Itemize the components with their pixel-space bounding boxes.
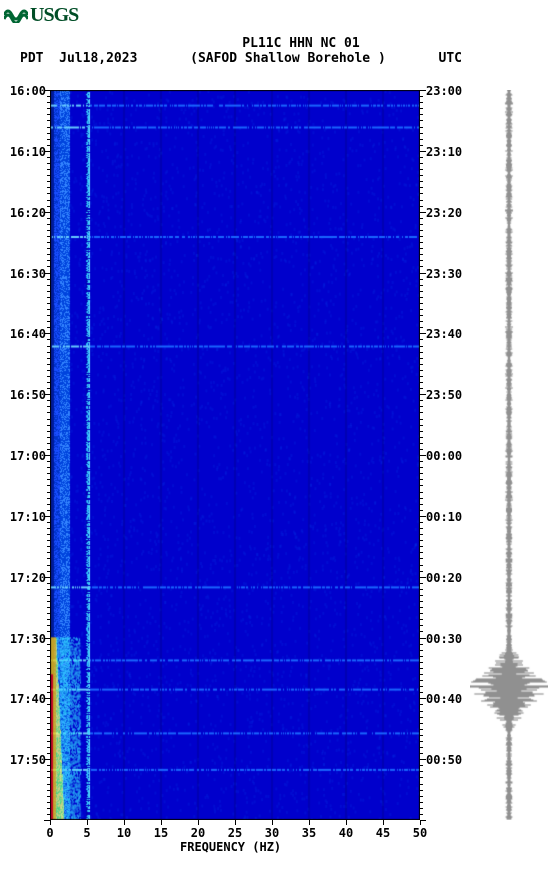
- y-right-label: 23:20: [426, 206, 462, 220]
- x-axis-title: FREQUENCY (HZ): [180, 840, 281, 854]
- y-left-label: 16:40: [4, 327, 46, 341]
- x-tick-label: 20: [191, 826, 205, 840]
- y-left-label: 17:40: [4, 692, 46, 706]
- y-left-label: 17:50: [4, 753, 46, 767]
- y-left-label: 17:10: [4, 510, 46, 524]
- x-tick-label: 0: [46, 826, 53, 840]
- y-left-label: 17:20: [4, 571, 46, 585]
- y-right-label: 00:40: [426, 692, 462, 706]
- usgs-logo: USGS: [4, 4, 78, 27]
- chart-header: PL11C HHN NC 01 PDT Jul18,2023 (SAFOD Sh…: [0, 36, 552, 66]
- y-left-label: 17:00: [4, 449, 46, 463]
- x-tick-label: 25: [228, 826, 242, 840]
- tz-right: UTC: [439, 51, 462, 66]
- y-right-label: 00:20: [426, 571, 462, 585]
- wave-icon: [4, 5, 28, 27]
- y-right-label: 23:50: [426, 388, 462, 402]
- x-tick-label: 5: [83, 826, 90, 840]
- site-name: (SAFOD Shallow Borehole ): [190, 51, 386, 66]
- logo-text: USGS: [30, 4, 78, 27]
- x-tick-label: 15: [154, 826, 168, 840]
- waveform-plot: [470, 90, 548, 820]
- y-right-label: 00:30: [426, 632, 462, 646]
- y-right-label: 23:00: [426, 84, 462, 98]
- y-left-label: 16:20: [4, 206, 46, 220]
- spectrogram-canvas: [50, 90, 420, 820]
- x-tick-label: 10: [117, 826, 131, 840]
- spectrogram-plot: [50, 90, 420, 820]
- y-right-label: 23:40: [426, 327, 462, 341]
- x-tick-label: 30: [265, 826, 279, 840]
- y-right-label: 00:00: [426, 449, 462, 463]
- y-right-label: 00:50: [426, 753, 462, 767]
- x-tick-label: 35: [302, 826, 316, 840]
- y-left-label: 17:30: [4, 632, 46, 646]
- station-id: PL11C HHN NC 01: [50, 36, 552, 51]
- y-right-label: 23:10: [426, 145, 462, 159]
- y-left-label: 16:50: [4, 388, 46, 402]
- x-tick-label: 40: [339, 826, 353, 840]
- y-left-label: 16:00: [4, 84, 46, 98]
- y-left-label: 16:10: [4, 145, 46, 159]
- tz-left: PDT: [20, 51, 43, 66]
- y-right-label: 00:10: [426, 510, 462, 524]
- x-tick-label: 45: [376, 826, 390, 840]
- x-tick-label: 50: [413, 826, 427, 840]
- waveform-canvas: [470, 90, 548, 820]
- y-right-label: 23:30: [426, 267, 462, 281]
- y-left-label: 16:30: [4, 267, 46, 281]
- date: Jul18,2023: [59, 51, 137, 66]
